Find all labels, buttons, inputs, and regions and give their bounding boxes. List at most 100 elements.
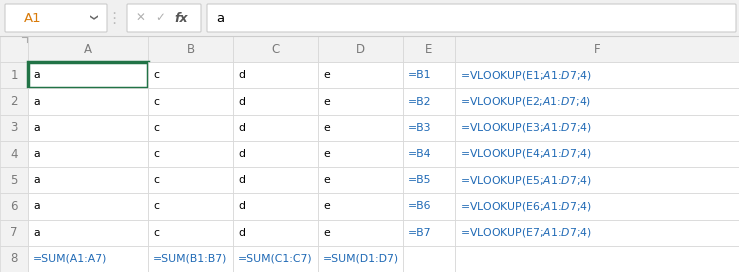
Text: 8: 8 [10,252,18,265]
Bar [318,88,403,115]
Bar [233,246,318,272]
Text: =VLOOKUP(E6;$A$1:$D$7;4): =VLOOKUP(E6;$A$1:$D$7;4) [460,200,592,213]
Text: e: e [323,70,330,80]
Text: e: e [323,228,330,238]
Bar [28,246,148,272]
Text: =VLOOKUP(E3;$A$1:$D$7;4): =VLOOKUP(E3;$A$1:$D$7;4) [460,121,592,134]
Text: D: D [356,43,365,55]
Text: a: a [33,149,40,159]
Text: =VLOOKUP(E1;$A$1:$D$7;4): =VLOOKUP(E1;$A$1:$D$7;4) [460,69,592,82]
Bar [455,193,739,220]
Bar [28,62,148,88]
Bar [403,246,455,272]
Bar [233,36,318,62]
Text: 2: 2 [10,95,18,108]
Text: 3: 3 [10,121,18,134]
Text: =B5: =B5 [408,175,432,185]
Text: e: e [323,149,330,159]
Text: e: e [323,123,330,133]
Text: d: d [238,149,245,159]
Text: =B6: =B6 [408,202,432,211]
Bar [403,36,455,62]
FancyBboxPatch shape [207,4,736,32]
Bar [148,115,233,141]
Bar [455,246,739,272]
Bar [0,0,739,36]
Bar [28,36,148,62]
Bar [403,193,455,220]
Bar [28,115,148,141]
Text: a: a [33,123,40,133]
Bar [0,36,739,272]
Text: c: c [153,97,159,107]
Text: =B4: =B4 [408,149,432,159]
Bar [28,220,148,246]
Bar [0,220,28,246]
Bar [455,62,739,88]
Bar [0,141,28,167]
Bar [455,220,739,246]
Text: a: a [33,202,40,211]
Bar [0,88,28,115]
Text: B: B [186,43,194,55]
Text: c: c [153,175,159,185]
Text: E: E [426,43,433,55]
Bar [318,62,403,88]
FancyBboxPatch shape [127,4,201,32]
Bar [318,115,403,141]
Bar [318,220,403,246]
Bar [233,193,318,220]
Text: c: c [153,123,159,133]
Text: d: d [238,97,245,107]
Bar [0,167,28,193]
Bar [233,141,318,167]
Bar [318,193,403,220]
Bar [455,115,739,141]
Bar [0,246,28,272]
Text: F: F [593,43,600,55]
Text: d: d [238,123,245,133]
Bar [318,246,403,272]
Text: a: a [216,11,224,24]
Bar [318,36,403,62]
Text: =B7: =B7 [408,228,432,238]
Text: 4: 4 [10,147,18,160]
Bar [148,141,233,167]
Text: =B2: =B2 [408,97,432,107]
Bar [148,36,233,62]
Bar [318,167,403,193]
Bar [148,88,233,115]
Text: c: c [153,149,159,159]
Text: d: d [238,70,245,80]
Text: =VLOOKUP(E2;$A$1:$D$7;4): =VLOOKUP(E2;$A$1:$D$7;4) [460,95,591,108]
Bar [455,141,739,167]
Bar [403,167,455,193]
Bar [28,193,148,220]
Bar [455,88,739,115]
Text: A1: A1 [24,11,41,24]
Bar [233,115,318,141]
Bar [148,246,233,272]
Text: 1: 1 [10,69,18,82]
Text: e: e [323,202,330,211]
Text: c: c [153,228,159,238]
Text: a: a [33,70,40,80]
Text: =B1: =B1 [408,70,432,80]
Bar [28,141,148,167]
Text: =SUM(D1:D7): =SUM(D1:D7) [323,254,399,264]
Bar [28,88,148,115]
Bar [233,220,318,246]
Bar [233,88,318,115]
Text: e: e [323,97,330,107]
Text: =SUM(C1:C7): =SUM(C1:C7) [238,254,313,264]
Bar [318,141,403,167]
Text: =VLOOKUP(E7;$A$1:$D$7;4): =VLOOKUP(E7;$A$1:$D$7;4) [460,226,592,239]
Text: ✕: ✕ [135,11,145,24]
Text: d: d [238,228,245,238]
Bar [403,141,455,167]
Bar [233,62,318,88]
Bar [148,62,233,88]
Bar [0,36,28,62]
Bar [233,167,318,193]
Bar [0,115,28,141]
